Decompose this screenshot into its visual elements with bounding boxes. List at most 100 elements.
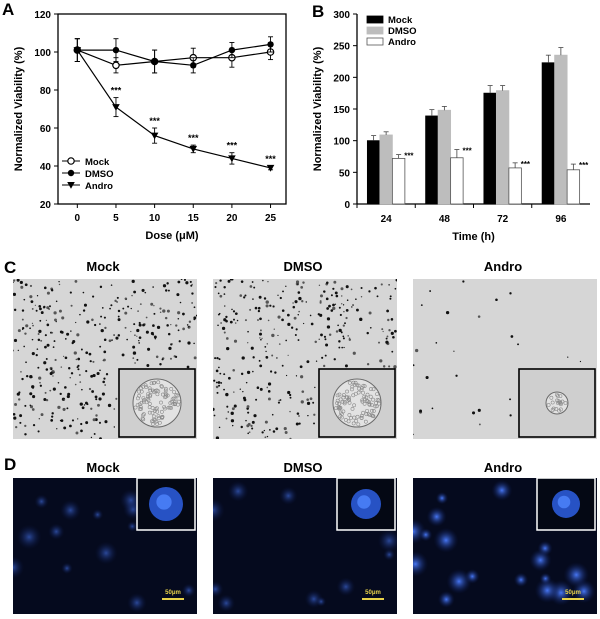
colony-dot — [177, 317, 180, 320]
cell — [370, 414, 375, 418]
colony-dot — [231, 308, 233, 311]
colony-dot — [77, 418, 79, 420]
dose-response-chart: 20 40 60 80 100 120 0 5 10 15 20 25 Dose (μM) Normali… — [13, 10, 287, 242]
colony-dot — [380, 283, 383, 286]
nucleus-spot — [433, 527, 459, 553]
cell — [146, 398, 151, 402]
colony-dot — [261, 431, 264, 434]
colony-dot — [292, 305, 296, 309]
cell — [141, 396, 146, 400]
colony-dot — [136, 328, 140, 333]
colony-dot — [266, 435, 269, 438]
colony-dot — [99, 369, 101, 372]
colony-dot — [314, 386, 316, 389]
colony-dot — [389, 297, 392, 300]
colony-dot — [249, 285, 253, 288]
colony-dot — [379, 359, 383, 363]
colony-dot — [60, 419, 64, 423]
colony-dot — [326, 307, 329, 310]
colony-dot — [338, 346, 341, 349]
nucleus-spot — [34, 494, 49, 509]
colony-dot — [261, 337, 263, 340]
colony-dot — [80, 429, 83, 433]
colony-dot — [43, 286, 47, 290]
colony-dot — [232, 424, 234, 427]
colony-dot — [25, 324, 29, 328]
cell — [336, 405, 341, 409]
cell — [171, 396, 176, 401]
legend-swatch — [366, 15, 384, 24]
colony-dot — [101, 392, 105, 396]
colony-dot — [64, 356, 68, 360]
colony-dot — [96, 371, 100, 376]
colony-dot — [75, 431, 79, 435]
legend-label: Mock — [388, 15, 413, 26]
colony-dot — [67, 392, 71, 396]
legend-item-dmso: DMSO — [62, 169, 114, 180]
cell — [159, 384, 164, 388]
panel-c-label-andro: Andro — [483, 259, 523, 274]
cell — [152, 409, 157, 413]
colony-dot — [136, 358, 139, 361]
colony-dot — [224, 305, 226, 307]
colony-dot — [414, 348, 419, 353]
colony-dot — [324, 338, 327, 341]
colony-dot — [69, 291, 72, 294]
colony-dot — [269, 304, 272, 307]
cell — [344, 395, 349, 400]
colony-dot — [178, 340, 181, 343]
scalebar-dmso — [362, 598, 384, 600]
cell — [155, 409, 160, 414]
colony-dot — [477, 408, 481, 412]
colony-dot — [366, 331, 369, 335]
colony-dot — [218, 384, 221, 387]
data-point — [112, 104, 120, 111]
colony-dot — [101, 307, 104, 309]
colony-dot — [90, 436, 93, 439]
colony-dot — [13, 349, 14, 352]
colony-dot — [25, 361, 27, 364]
data-point — [67, 169, 75, 177]
colony-dot — [338, 306, 341, 309]
colony-dot — [166, 324, 169, 327]
colony-dot — [156, 325, 161, 330]
colony-dot — [39, 307, 42, 311]
colony-dot — [152, 286, 154, 288]
colony-dot — [38, 418, 40, 420]
colony-dot — [29, 404, 32, 407]
colony-dot — [215, 385, 219, 389]
colony-dot — [252, 356, 255, 359]
colony-dot — [343, 310, 345, 313]
brightfield-image-andro — [413, 279, 597, 439]
colony-dot — [159, 311, 162, 314]
scalebar-mock — [162, 598, 184, 600]
colony-dot — [24, 332, 27, 335]
cell — [360, 386, 364, 390]
significance-label: *** — [579, 161, 589, 170]
series-line — [77, 49, 271, 66]
series-andro — [73, 38, 275, 172]
cell — [173, 397, 178, 401]
colony-dot — [193, 306, 196, 309]
cell — [359, 414, 364, 418]
colony-dot — [13, 292, 17, 297]
colony-dot — [85, 351, 89, 355]
colony-dot — [48, 305, 51, 308]
colony-dot — [133, 290, 137, 294]
colony-dot — [240, 425, 243, 429]
colony-dot — [21, 309, 25, 312]
significance-label: *** — [149, 116, 160, 126]
colony-dot — [35, 354, 38, 357]
colony-dot — [137, 310, 139, 312]
cell — [159, 400, 163, 405]
colony-dot — [247, 411, 250, 414]
cell — [356, 383, 361, 388]
nucleus-spot — [336, 577, 356, 597]
nucleus-spot — [426, 506, 447, 527]
colony-dot — [81, 388, 83, 391]
colony-dot — [74, 383, 77, 386]
colony-dot — [57, 405, 61, 410]
cell — [373, 404, 378, 409]
colony-dot — [250, 346, 254, 350]
bar-andro — [450, 157, 464, 205]
